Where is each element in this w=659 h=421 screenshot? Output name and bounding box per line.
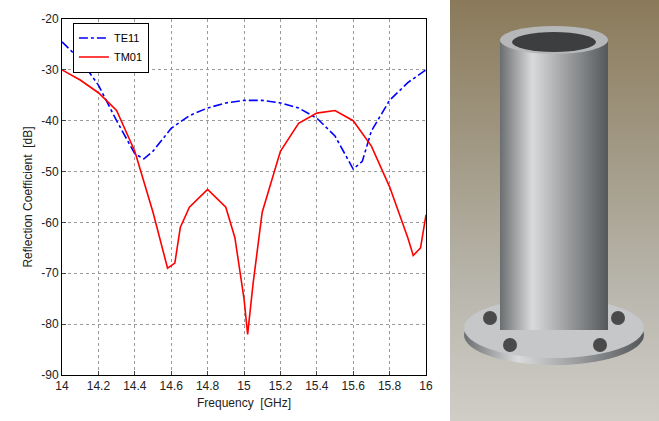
svg-text:Reflection Coefficient [dB]: Reflection Coefficient [dB] — [21, 126, 35, 267]
svg-text:14.4: 14.4 — [123, 379, 147, 393]
svg-text:TE11: TE11 — [114, 32, 139, 44]
svg-text:15.8: 15.8 — [378, 379, 402, 393]
svg-text:-20: -20 — [41, 12, 59, 26]
svg-text:14.8: 14.8 — [196, 379, 220, 393]
svg-text:14: 14 — [55, 379, 69, 393]
svg-text:-50: -50 — [41, 165, 59, 179]
svg-text:Frequency [GHz]: Frequency [GHz] — [197, 396, 291, 410]
svg-text:15.6: 15.6 — [342, 379, 366, 393]
svg-text:-80: -80 — [41, 317, 59, 331]
svg-text:14.6: 14.6 — [160, 379, 184, 393]
svg-text:-60: -60 — [41, 216, 59, 230]
svg-text:-90: -90 — [41, 368, 59, 382]
svg-text:16: 16 — [419, 379, 433, 393]
svg-text:15.4: 15.4 — [305, 379, 329, 393]
svg-text:15.2: 15.2 — [269, 379, 293, 393]
svg-text:TM01: TM01 — [114, 51, 142, 63]
svg-text:-30: -30 — [41, 63, 59, 77]
svg-text:15: 15 — [237, 379, 251, 393]
svg-text:-40: -40 — [41, 114, 59, 128]
svg-text:14.2: 14.2 — [87, 379, 111, 393]
svg-text:-70: -70 — [41, 266, 59, 280]
